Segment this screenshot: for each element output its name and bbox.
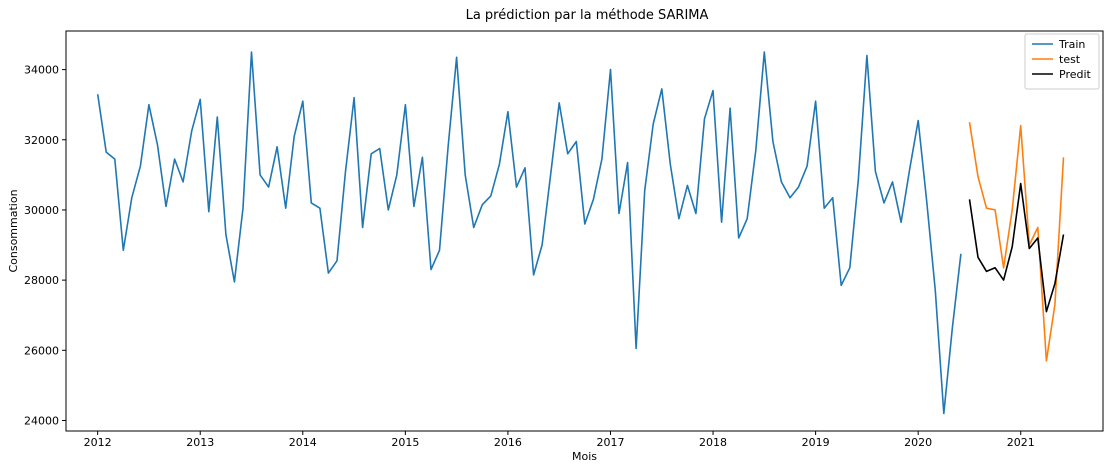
y-tick-label: 30000: [24, 204, 59, 217]
series-lines: [96, 51, 1065, 415]
series-line-train: [96, 51, 962, 415]
x-tick-label: 2013: [186, 436, 214, 449]
y-axis: 24000 26000 28000 30000 32000 34000: [24, 64, 66, 427]
x-axis-title: Mois: [572, 450, 597, 463]
plot-area-frame: [65, 30, 1104, 432]
x-tick-label: 2017: [596, 436, 624, 449]
legend-label: Predit: [1059, 68, 1092, 81]
y-tick-label: 28000: [24, 274, 59, 287]
y-tick-label: 32000: [24, 134, 59, 147]
y-tick-label: 34000: [24, 64, 59, 77]
series-line-predit: [968, 182, 1065, 313]
legend: Train test Predit: [1024, 33, 1100, 90]
legend-box: [1024, 33, 1100, 90]
legend-label: Train: [1058, 38, 1085, 51]
x-tick-label: 2014: [289, 436, 317, 449]
x-tick-label: 2018: [699, 436, 727, 449]
x-tick-label: 2015: [391, 436, 419, 449]
x-tick-label: 2016: [494, 436, 522, 449]
chart-title: La prédiction par la méthode SARIMA: [466, 8, 709, 23]
legend-label: test: [1059, 53, 1081, 66]
x-tick-label: 2021: [1007, 436, 1035, 449]
y-tick-label: 26000: [24, 344, 59, 357]
x-tick-label: 2019: [802, 436, 830, 449]
x-tick-label: 2020: [904, 436, 932, 449]
x-axis: 2012 2013 2014 2015 2016 2017 2018 2019 2020 2021: [84, 431, 1035, 449]
y-tick-label: 24000: [24, 414, 59, 427]
series-line-test: [968, 122, 1065, 362]
y-axis-title: Consommation: [7, 189, 20, 272]
x-tick-label: 2012: [84, 436, 112, 449]
